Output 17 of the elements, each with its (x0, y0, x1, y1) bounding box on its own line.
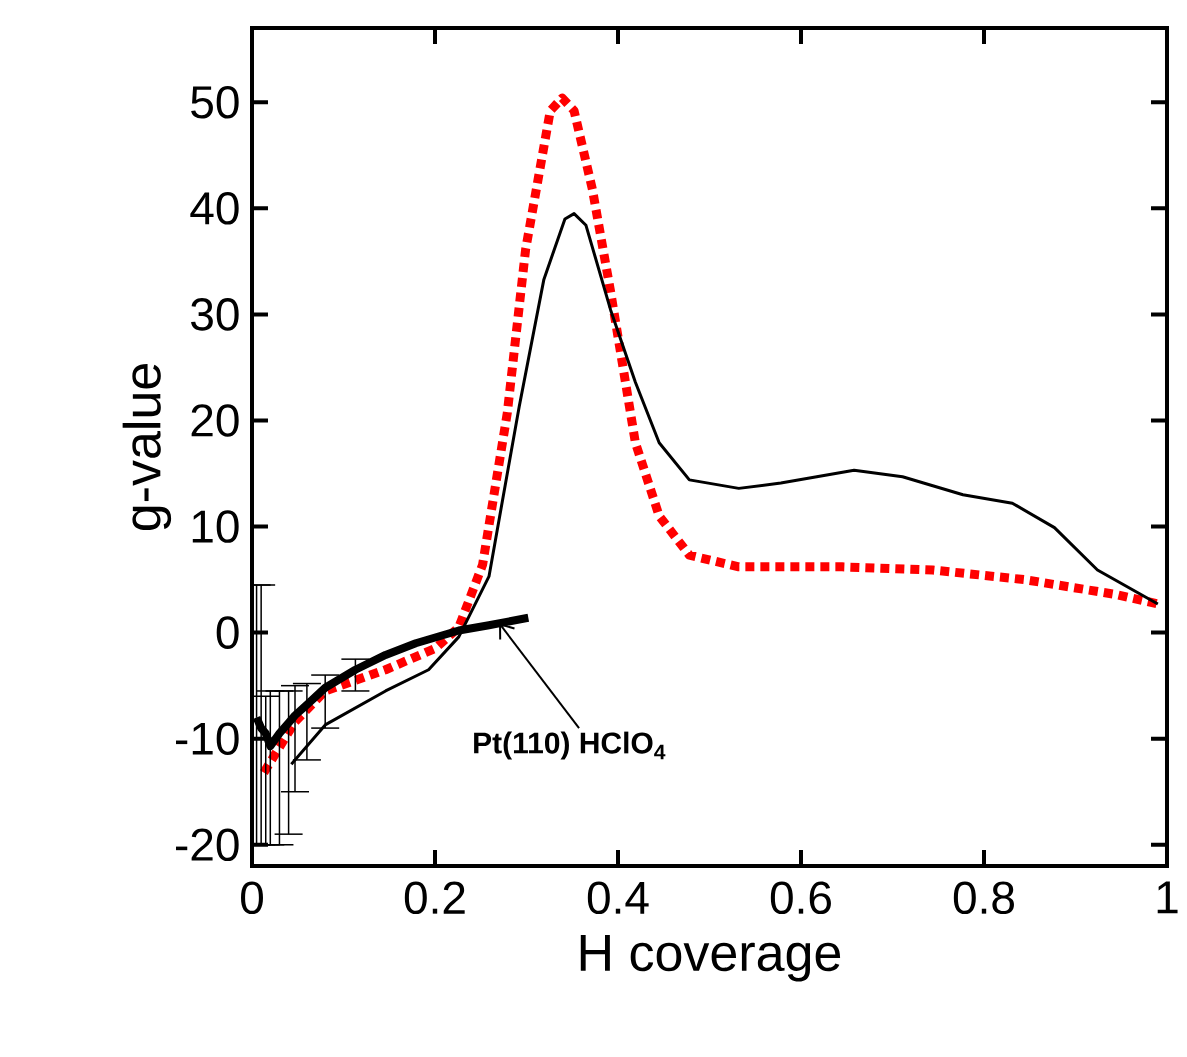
y-tick-label: 20 (191, 404, 239, 437)
x-tick-label: 0 (241, 881, 263, 915)
x-tick-label: 0.8 (953, 881, 1014, 915)
y-tick-label: 0 (216, 616, 239, 649)
y-axis-title: g-value (122, 364, 172, 531)
y-tick-label: 30 (191, 298, 239, 331)
y-tick-label: -20 (176, 828, 239, 862)
x-tick-label: 1 (1157, 881, 1178, 914)
x-tick-label: 0.2 (404, 881, 465, 915)
y-tick-label: -10 (176, 722, 239, 755)
x-axis-title: H coverage (580, 934, 841, 982)
annotation: Pt(110) HClO$_{4}$ (474, 731, 666, 760)
x-tick-label: 0.6 (770, 881, 831, 915)
y-tick-label: 10 (192, 510, 239, 543)
x-tick-label: 0.4 (587, 881, 649, 915)
y-tick-label: 50 (191, 85, 239, 119)
y-tick-label: 40 (190, 192, 239, 225)
